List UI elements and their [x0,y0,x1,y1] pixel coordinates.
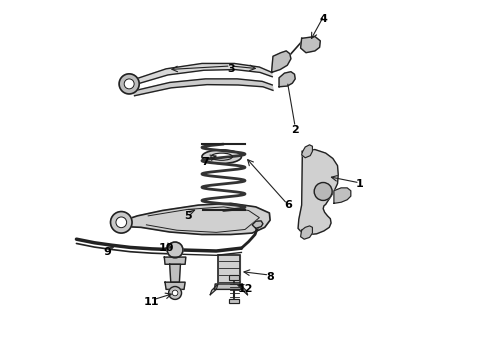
Ellipse shape [202,150,242,163]
Polygon shape [252,221,263,228]
Circle shape [124,79,134,89]
Bar [218,255,240,288]
Text: 11: 11 [144,297,160,307]
Polygon shape [300,226,313,239]
Polygon shape [334,188,351,203]
Bar [229,275,239,280]
Circle shape [111,212,132,233]
Text: 5: 5 [184,211,192,221]
Polygon shape [279,72,295,87]
Text: 9: 9 [103,247,111,257]
Circle shape [314,183,332,201]
Polygon shape [120,203,270,234]
Polygon shape [165,282,185,289]
Polygon shape [215,284,243,289]
Polygon shape [302,145,313,158]
Text: 6: 6 [284,200,292,210]
Polygon shape [170,264,180,282]
Ellipse shape [211,153,232,160]
Circle shape [116,217,126,228]
Bar [218,255,240,288]
Polygon shape [128,63,272,86]
Circle shape [119,74,139,94]
Text: 12: 12 [237,284,253,294]
Text: 3: 3 [227,64,235,74]
Polygon shape [210,284,218,295]
Text: 7: 7 [202,157,209,167]
Polygon shape [298,149,338,234]
Polygon shape [164,257,186,264]
Polygon shape [271,51,291,72]
Text: 8: 8 [266,272,274,282]
Bar [229,299,239,303]
Text: 10: 10 [158,243,174,253]
Text: 1: 1 [356,179,364,189]
Bar [229,299,239,303]
Text: 2: 2 [292,125,299,135]
Circle shape [172,290,178,296]
Polygon shape [300,37,320,53]
Text: 4: 4 [320,14,328,24]
Polygon shape [133,79,273,96]
Circle shape [167,242,183,258]
Polygon shape [240,284,247,295]
Bar [229,275,239,280]
Circle shape [169,287,181,300]
